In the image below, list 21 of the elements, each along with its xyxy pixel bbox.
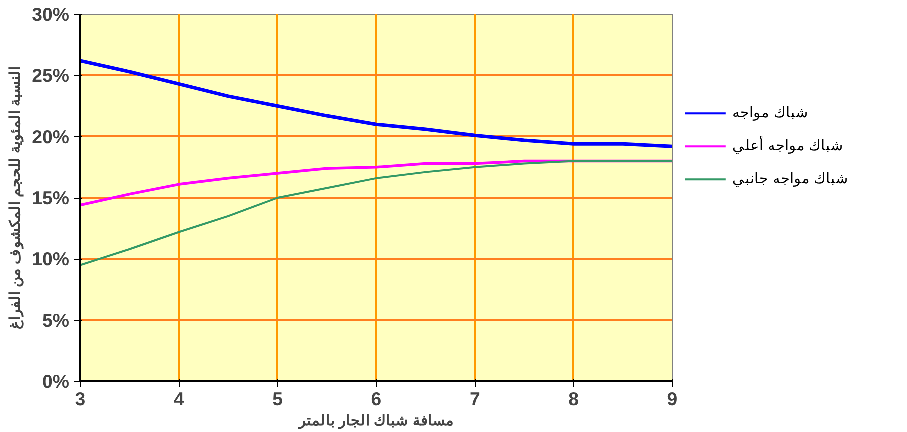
- y-tick-label: 30%: [32, 4, 70, 25]
- x-tick-label: 4: [174, 388, 185, 410]
- x-tick-label: 7: [470, 388, 480, 410]
- y-tick-label: 10%: [32, 248, 70, 270]
- x-tick-label: 5: [272, 388, 284, 410]
- y-tick-label: 25%: [32, 65, 70, 86]
- line-series: [80, 59, 672, 148]
- legend-label: شباك مواجه جانبي: [732, 172, 849, 188]
- x-tick-label: 9: [667, 388, 678, 410]
- legend-label: شباك مواجه أعلي: [732, 136, 844, 155]
- y-tick-label: 0%: [42, 371, 70, 392]
- x-tick-label: 6: [371, 388, 382, 410]
- legend-label: شباك مواجه: [732, 106, 809, 122]
- y-tick-label: 15%: [32, 188, 70, 208]
- y-tick-label: 20%: [32, 126, 70, 148]
- x-tick-label: 3: [75, 388, 86, 410]
- x-tick-label: 8: [568, 388, 580, 410]
- y-tick-label: 5%: [42, 310, 70, 331]
- x-axis-title: مسافة شباك الجار بالمتر: [298, 414, 454, 430]
- y-axis-title: النسبة المئوية للحجم المكشوف من الفراغ: [8, 66, 24, 330]
- line-series: [80, 160, 672, 266]
